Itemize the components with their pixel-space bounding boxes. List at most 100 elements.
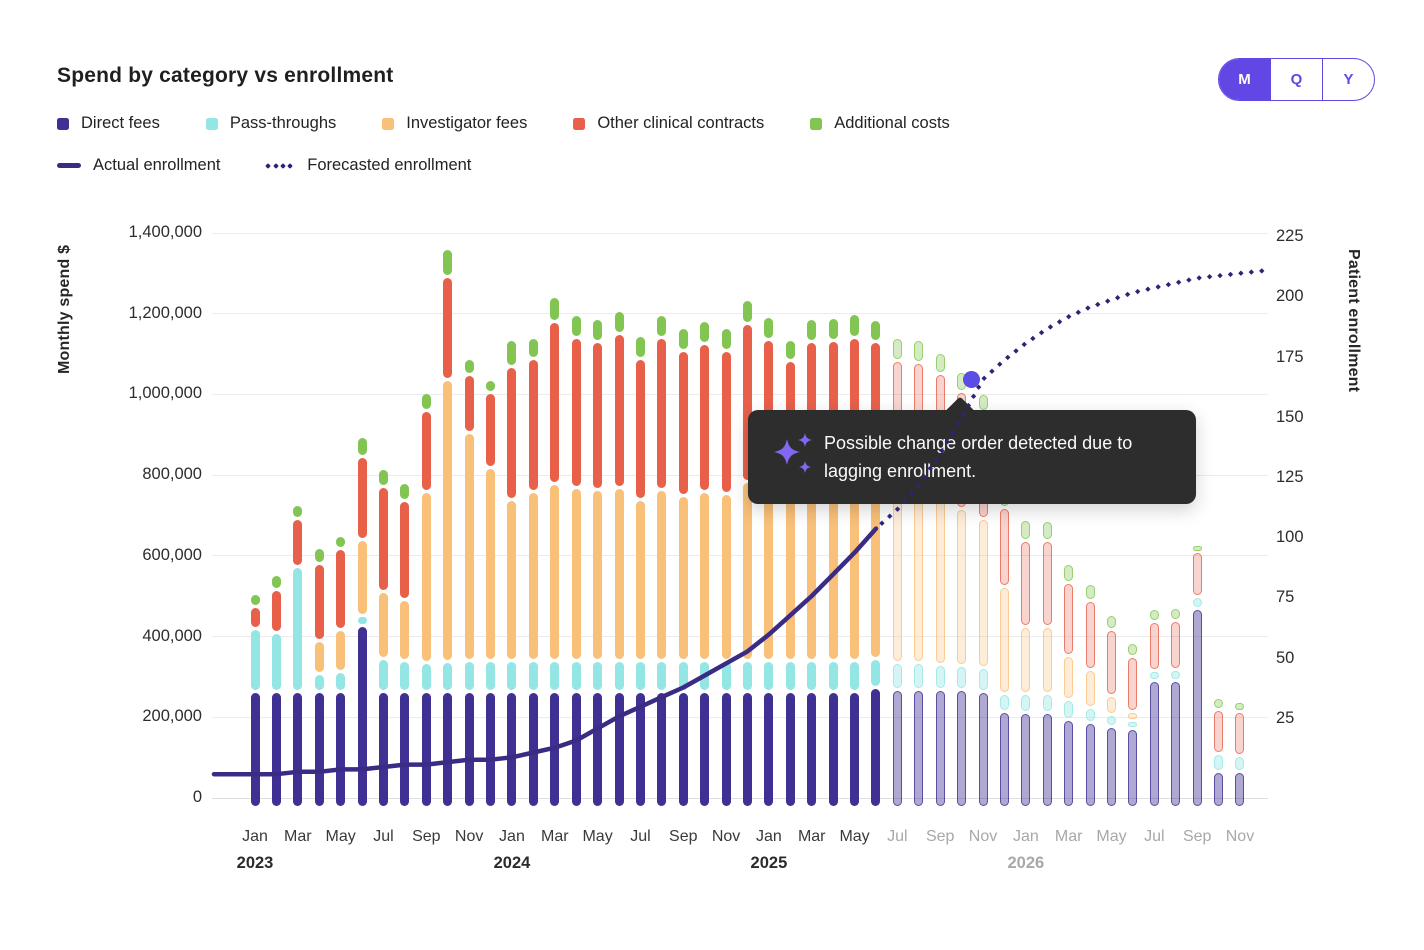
bar-segment-pass-throughs[interactable]	[914, 664, 924, 688]
bar-segment-direct-fees[interactable]	[614, 692, 624, 806]
bar-segment-additional-costs[interactable]	[293, 505, 303, 517]
bar-segment-additional-costs[interactable]	[357, 437, 367, 456]
bar-segment-direct-fees[interactable]	[999, 713, 1009, 806]
bar-segment-pass-throughs[interactable]	[357, 616, 367, 624]
bar-segment-additional-costs[interactable]	[1042, 522, 1052, 540]
bar-segment-pass-throughs[interactable]	[635, 662, 645, 690]
bar-segment-pass-throughs[interactable]	[293, 568, 303, 691]
bar-segment-pass-throughs[interactable]	[421, 664, 431, 691]
bar-segment-direct-fees[interactable]	[1042, 713, 1052, 806]
bar-segment-direct-fees[interactable]	[850, 692, 860, 806]
bar-segment-additional-costs[interactable]	[1021, 521, 1031, 539]
bar-segment-other-clinical-contracts[interactable]	[250, 608, 260, 628]
bar-segment-direct-fees[interactable]	[421, 693, 431, 806]
bar-segment-pass-throughs[interactable]	[400, 661, 410, 691]
bar-segment-pass-throughs[interactable]	[378, 660, 388, 691]
bar-segment-additional-costs[interactable]	[1235, 702, 1245, 710]
bar-segment-direct-fees[interactable]	[507, 692, 517, 806]
bar-segment-additional-costs[interactable]	[550, 298, 560, 321]
bar-segment-pass-throughs[interactable]	[1171, 671, 1181, 680]
bar-segment-investigator-fees[interactable]	[378, 593, 388, 658]
bar-segment-pass-throughs[interactable]	[528, 662, 538, 690]
bar-segment-other-clinical-contracts[interactable]	[721, 351, 731, 492]
bar-segment-other-clinical-contracts[interactable]	[678, 351, 688, 494]
bar-segment-other-clinical-contracts[interactable]	[1064, 583, 1074, 655]
bar-segment-additional-costs[interactable]	[1149, 609, 1159, 621]
bar-segment-additional-costs[interactable]	[1192, 546, 1202, 551]
bar-segment-investigator-fees[interactable]	[742, 482, 752, 660]
toggle-option-y[interactable]: Y	[1322, 59, 1374, 100]
bar-segment-investigator-fees[interactable]	[785, 498, 795, 660]
bar-segment-other-clinical-contracts[interactable]	[378, 488, 388, 591]
bar-segment-other-clinical-contracts[interactable]	[1085, 601, 1095, 669]
bar-segment-additional-costs[interactable]	[1064, 565, 1074, 581]
bar-segment-other-clinical-contracts[interactable]	[550, 323, 560, 482]
bar-segment-investigator-fees[interactable]	[700, 492, 710, 660]
bar-segment-other-clinical-contracts[interactable]	[464, 375, 474, 432]
bar-segment-direct-fees[interactable]	[1171, 682, 1181, 806]
bar-segment-other-clinical-contracts[interactable]	[271, 591, 281, 632]
bar-segment-pass-throughs[interactable]	[1042, 695, 1052, 711]
bar-segment-additional-costs[interactable]	[421, 393, 431, 410]
bar-segment-additional-costs[interactable]	[785, 340, 795, 359]
bar-segment-direct-fees[interactable]	[271, 693, 281, 806]
bar-segment-pass-throughs[interactable]	[1128, 721, 1138, 727]
bar-segment-pass-throughs[interactable]	[593, 662, 603, 690]
bar-segment-pass-throughs[interactable]	[1192, 597, 1202, 607]
bar-segment-pass-throughs[interactable]	[271, 634, 281, 691]
bar-segment-direct-fees[interactable]	[357, 626, 367, 806]
bar-segment-investigator-fees[interactable]	[1042, 628, 1052, 693]
bar-segment-additional-costs[interactable]	[1107, 615, 1117, 629]
bar-segment-direct-fees[interactable]	[678, 692, 688, 806]
bar-segment-direct-fees[interactable]	[486, 693, 496, 806]
bar-segment-direct-fees[interactable]	[593, 692, 603, 806]
bar-segment-pass-throughs[interactable]	[721, 662, 731, 690]
bar-segment-direct-fees[interactable]	[528, 692, 538, 806]
bar-segment-additional-costs[interactable]	[443, 250, 453, 275]
bar-segment-additional-costs[interactable]	[892, 339, 902, 359]
bar-segment-direct-fees[interactable]	[1149, 682, 1159, 806]
bar-segment-additional-costs[interactable]	[464, 359, 474, 373]
bar-segment-investigator-fees[interactable]	[443, 380, 453, 661]
bar-segment-investigator-fees[interactable]	[871, 488, 881, 658]
bar-segment-direct-fees[interactable]	[378, 693, 388, 806]
bar-segment-direct-fees[interactable]	[1085, 724, 1095, 806]
bar-segment-other-clinical-contracts[interactable]	[1149, 623, 1159, 670]
bar-segment-investigator-fees[interactable]	[1107, 696, 1117, 713]
bar-segment-additional-costs[interactable]	[871, 321, 881, 341]
bar-segment-investigator-fees[interactable]	[1128, 712, 1138, 719]
bar-segment-other-clinical-contracts[interactable]	[336, 550, 346, 628]
bar-segment-additional-costs[interactable]	[250, 595, 260, 606]
bar-segment-direct-fees[interactable]	[550, 692, 560, 806]
bar-segment-pass-throughs[interactable]	[742, 662, 752, 690]
bar-segment-additional-costs[interactable]	[1085, 584, 1095, 599]
bar-segment-other-clinical-contracts[interactable]	[700, 345, 710, 490]
bar-segment-investigator-fees[interactable]	[850, 487, 860, 660]
bar-segment-pass-throughs[interactable]	[807, 662, 817, 690]
bar-segment-investigator-fees[interactable]	[314, 642, 324, 673]
forecast-highlight-dot[interactable]	[962, 370, 980, 388]
bar-segment-direct-fees[interactable]	[443, 693, 453, 806]
bar-segment-other-clinical-contracts[interactable]	[614, 335, 624, 486]
bar-segment-other-clinical-contracts[interactable]	[657, 339, 667, 488]
bar-segment-investigator-fees[interactable]	[978, 519, 988, 667]
bar-segment-direct-fees[interactable]	[1128, 729, 1138, 806]
bar-segment-direct-fees[interactable]	[571, 692, 581, 806]
bar-segment-direct-fees[interactable]	[314, 693, 324, 806]
bar-segment-additional-costs[interactable]	[271, 576, 281, 589]
bar-segment-direct-fees[interactable]	[464, 693, 474, 806]
bar-segment-direct-fees[interactable]	[914, 690, 924, 806]
bar-segment-pass-throughs[interactable]	[828, 662, 838, 690]
bar-segment-pass-throughs[interactable]	[486, 662, 496, 691]
bar-segment-additional-costs[interactable]	[678, 328, 688, 349]
bar-segment-direct-fees[interactable]	[700, 692, 710, 806]
bar-segment-pass-throughs[interactable]	[785, 662, 795, 690]
bar-segment-additional-costs[interactable]	[336, 537, 346, 548]
bar-segment-other-clinical-contracts[interactable]	[571, 339, 581, 486]
bar-segment-additional-costs[interactable]	[571, 315, 581, 337]
bar-segment-other-clinical-contracts[interactable]	[1128, 658, 1138, 710]
bar-segment-investigator-fees[interactable]	[935, 500, 945, 663]
bar-segment-direct-fees[interactable]	[742, 692, 752, 806]
bar-segment-direct-fees[interactable]	[336, 693, 346, 806]
bar-segment-pass-throughs[interactable]	[978, 669, 988, 690]
